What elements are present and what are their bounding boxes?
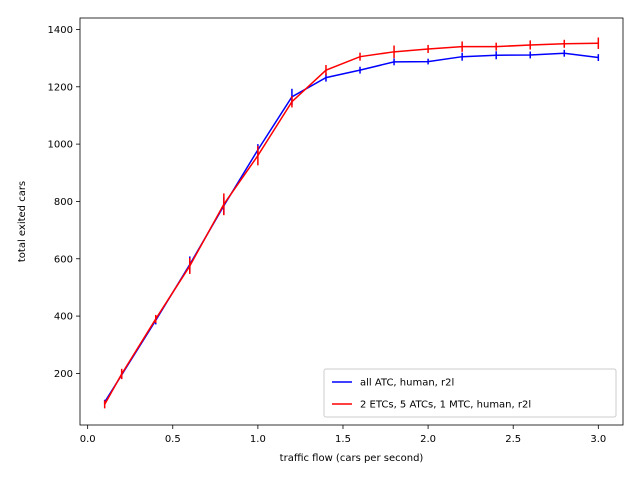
y-tick-label: 1400 — [48, 25, 73, 36]
x-tick-label: 2.0 — [420, 434, 436, 445]
series-line — [104, 42, 599, 405]
x-tick-label: 0.0 — [80, 434, 96, 445]
x-tick-label: 1.0 — [250, 434, 266, 445]
series-1 — [103, 37, 600, 409]
y-axis-label: total exited cars — [17, 181, 28, 262]
x-tick-label: 1.5 — [335, 434, 351, 445]
y-tick-label: 1000 — [48, 140, 73, 151]
legend: all ATC, human, r2l 2 ETCs, 5 ATCs, 1 MTC… — [323, 368, 617, 418]
legend-box — [323, 368, 617, 418]
x-tick-label: 2.5 — [505, 434, 521, 445]
x-tick-label: 3.0 — [590, 434, 606, 445]
y-tick-label: 800 — [54, 197, 73, 208]
y-tick-label: 1200 — [48, 82, 73, 93]
y-tick-label: 600 — [54, 254, 73, 265]
y-axis-ticks: 200 400 600 800 1000 1200 1400 — [48, 25, 80, 380]
x-tick-label: 0.5 — [165, 434, 181, 445]
x-axis-label: traffic flow (cars per second) — [280, 453, 424, 464]
y-tick-label: 400 — [54, 312, 73, 323]
y-tick-label: 200 — [54, 369, 73, 380]
x-axis-ticks: 0.0 0.5 1.0 1.5 2.0 2.5 3.0 — [80, 425, 606, 445]
legend-label: 2 ETCs, 5 ATCs, 1 MTC, human, r2l — [360, 400, 531, 411]
series-layer — [103, 37, 600, 409]
legend-label: all ATC, human, r2l — [360, 378, 454, 389]
axes-frame — [79, 17, 624, 426]
